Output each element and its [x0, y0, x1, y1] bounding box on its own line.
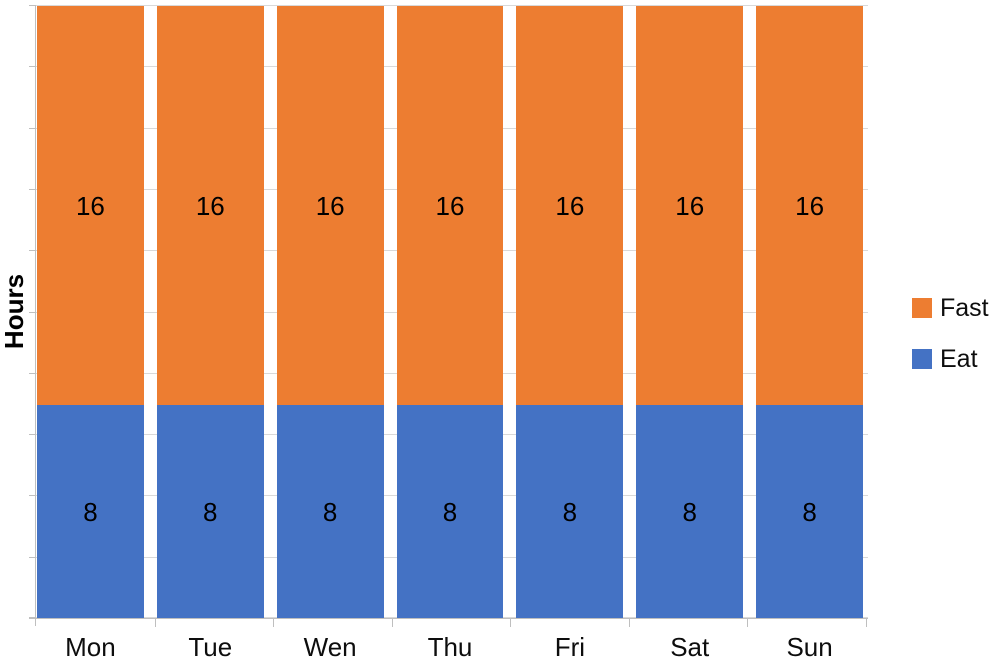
y-axis-tick [29, 311, 35, 313]
data-label: 8 [83, 496, 98, 527]
bar-segment-eat: 8 [516, 405, 624, 618]
x-axis-label-sun: Sun [786, 632, 833, 662]
x-axis-tick [391, 619, 393, 627]
legend-label: Eat [940, 344, 978, 373]
data-label: 8 [802, 496, 817, 527]
x-axis-tick [866, 619, 867, 627]
legend: Fast Eat [912, 294, 989, 374]
data-label: 16 [435, 190, 465, 221]
legend-swatch-icon [912, 349, 932, 370]
y-axis-tick [29, 617, 35, 618]
x-axis-line [29, 618, 868, 619]
data-label: 16 [555, 190, 585, 221]
bar-segment-eat: 8 [37, 405, 144, 618]
bar-segment-eat: 8 [156, 405, 264, 618]
x-axis-tick [510, 619, 512, 627]
x-axis-label-sat: Sat [670, 632, 710, 662]
y-axis-tick [29, 556, 35, 558]
bar-column-mon: 16 8 [37, 6, 144, 618]
bar-segment-eat: 8 [756, 405, 864, 618]
data-label: 16 [195, 190, 225, 221]
y-axis-title: Hours [0, 5, 30, 618]
bar-segment-fast: 16 [516, 6, 624, 406]
x-axis-tick [154, 619, 156, 627]
y-axis-tick [29, 372, 35, 374]
bar-segment-eat: 8 [396, 405, 504, 618]
bar-column-tue: 16 8 [156, 6, 264, 618]
bar-segment-fast: 16 [37, 6, 144, 406]
y-axis-tick [29, 434, 35, 436]
x-axis-label-tue: Tue [188, 632, 233, 662]
bars-container: 16 8 16 8 16 8 16 8 16 8 16 8 16 8 [37, 6, 864, 618]
plot-area: 16 8 16 8 16 8 16 8 16 8 16 8 16 8 [29, 5, 868, 627]
data-label: 8 [442, 496, 458, 527]
bar-segment-fast: 16 [396, 6, 504, 406]
bar-segment-eat: 8 [276, 405, 384, 618]
legend-item-fast: Fast [912, 294, 989, 323]
x-axis-label-fri: Fri [554, 632, 586, 662]
bar-segment-fast: 16 [756, 6, 864, 406]
bar-segment-eat: 8 [636, 405, 744, 618]
x-axis-labels: Mon Tue Wen Thu Fri Sat Sun [37, 632, 863, 663]
x-axis-tick [747, 619, 749, 627]
bar-column-sun: 16 8 [756, 6, 864, 618]
bar-segment-fast: 16 [636, 6, 744, 406]
data-label: 8 [682, 496, 697, 527]
y-axis-tick [29, 127, 35, 129]
bar-segment-fast: 16 [156, 6, 264, 406]
y-axis-tick [29, 66, 35, 68]
x-axis-label-thu: Thu [427, 632, 473, 662]
y-axis-line [35, 5, 36, 626]
gridline [35, 5, 868, 6]
y-axis-tick [29, 188, 35, 190]
data-label: 16 [75, 190, 105, 221]
data-label: 16 [795, 190, 825, 221]
data-label: 16 [675, 190, 705, 221]
legend-label: Fast [940, 294, 989, 322]
y-axis-title-text: Hours [0, 273, 30, 350]
y-axis-tick [29, 495, 35, 497]
bar-column-thu: 16 8 [396, 6, 504, 618]
x-axis-tick [273, 619, 275, 627]
bar-column-fri: 16 8 [516, 6, 624, 618]
x-axis-tick [628, 619, 630, 627]
y-axis-tick [29, 5, 35, 6]
data-label: 16 [315, 190, 345, 221]
data-label: 8 [562, 496, 578, 527]
bar-column-wen: 16 8 [276, 6, 384, 618]
bar-column-sat: 16 8 [636, 6, 744, 618]
x-axis-label-wen: Wen [303, 632, 357, 662]
y-axis-tick [29, 250, 35, 252]
data-label: 8 [322, 496, 338, 527]
bar-segment-fast: 16 [276, 6, 384, 406]
data-label: 8 [203, 496, 218, 527]
legend-swatch-icon [912, 298, 932, 319]
x-axis-label-mon: Mon [65, 632, 116, 662]
legend-item-eat: Eat [912, 345, 989, 374]
